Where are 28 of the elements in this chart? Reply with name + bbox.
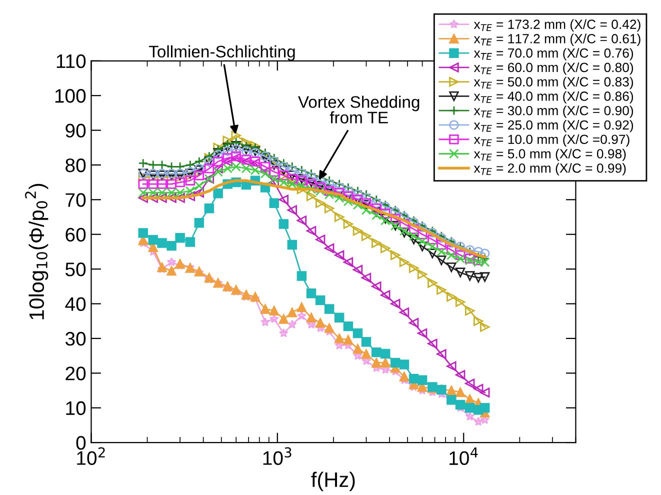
y-tick-label: 100 <box>55 89 86 103</box>
legend-label: x$_{TE}$ = 40.0 mm (X/C = 0.86) <box>474 91 634 104</box>
y-tick-label: 10 <box>66 401 86 416</box>
annotation: Tollmien-Schlichting <box>148 45 295 61</box>
y-tick-label: 80 <box>66 158 86 172</box>
legend-label: x$_{TE}$ = 10.0 mm (X/C =0.97) <box>474 134 630 147</box>
y-tick-label: 40 <box>65 297 86 311</box>
legend-label: x$_{TE}$ = 5.0 mm (X/C = 0.98) <box>474 148 626 162</box>
y-tick-label: 70 <box>66 193 86 207</box>
y-tick-label: 20 <box>66 366 86 380</box>
legend-label: x$_{TE}$ = 25.0 mm (X/C = 0.92) <box>474 120 634 132</box>
y-axis-title: 10log$_{10}$(Φ/p$_{0}$$^{2}$) <box>25 184 48 320</box>
y-tick-label: 50 <box>66 262 86 276</box>
legend-label: x$_{TE}$ = 117.2 mm (X/C = 0.61) <box>474 34 640 46</box>
legend-label: x$_{TE}$ = 60.0 mm (X/C = 0.80) <box>474 62 634 75</box>
x-tick-label: 10$^{3}$ <box>263 447 292 465</box>
legend-label: x$_{TE}$ = 50.0 mm (X/C = 0.83) <box>474 76 634 90</box>
x-tick-label: 10$^{4}$ <box>450 447 478 466</box>
legend-label: x$_{TE}$ = 70.0 mm (X/C = 0.76) <box>474 48 634 60</box>
y-tick-label: 30 <box>65 332 86 346</box>
legend-label: x$_{TE}$ = 2.0 mm (X/C = 0.99) <box>474 163 626 176</box>
legend-label: x$_{TE}$ = 30.0 mm (X/C = 0.90) <box>474 106 634 118</box>
legend-label: x$_{TE}$ = 173.2 mm (X/C = 0.42) <box>474 19 640 32</box>
y-tick-label: 90 <box>66 124 86 138</box>
annotation: Vortex Shedding from TE <box>298 96 420 124</box>
x-axis-title: f(Hz) <box>311 472 355 492</box>
y-tick-label: 60 <box>66 228 86 242</box>
y-tick-label: 110 <box>56 54 86 68</box>
